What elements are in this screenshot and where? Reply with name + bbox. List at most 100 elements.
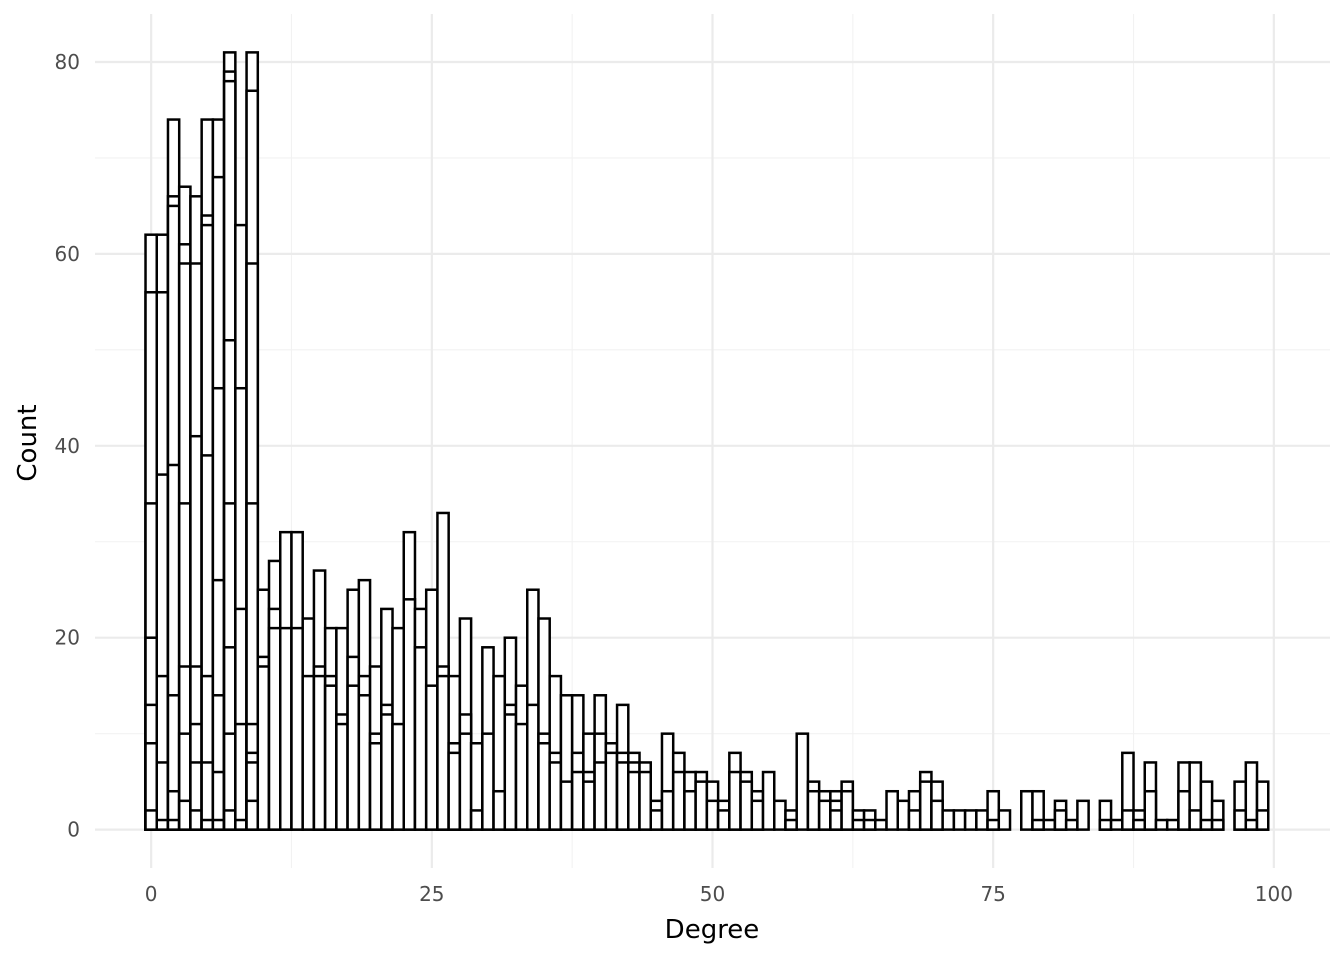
histogram-bar [694, 780, 709, 831]
histogram-bar [851, 818, 866, 831]
histogram-bar [615, 761, 630, 831]
histogram-bar [335, 722, 349, 831]
histogram-bar [683, 789, 697, 831]
histogram-bar [1121, 809, 1135, 831]
histogram-bar [1143, 789, 1158, 831]
histogram-bar [1154, 818, 1169, 831]
histogram-bar [458, 732, 473, 831]
histogram-bar [245, 799, 260, 831]
histogram-bar [570, 770, 585, 831]
histogram-bar [1244, 818, 1259, 831]
x-tick-label: 25 [419, 882, 444, 906]
y-tick-label: 20 [55, 626, 80, 650]
histogram-bar [177, 799, 192, 831]
histogram-bar [1076, 799, 1090, 831]
histogram-bar [234, 722, 248, 831]
histogram-bar [222, 809, 237, 831]
histogram-bar [346, 684, 361, 831]
histogram-bar [862, 818, 877, 831]
histogram-bar [1177, 789, 1191, 831]
y-tick-label: 40 [55, 434, 80, 458]
histogram-bar [1020, 789, 1034, 831]
histogram-bar [705, 799, 720, 831]
histogram-bar [1255, 809, 1270, 831]
histogram-bar [413, 646, 428, 831]
histogram-bar [323, 684, 338, 831]
histogram-bar [660, 789, 675, 831]
histogram-bar [829, 809, 843, 831]
histogram-bar [638, 770, 652, 831]
y-tick-label: 80 [55, 50, 80, 74]
x-tick-label: 100 [1255, 882, 1293, 906]
histogram-bar [312, 674, 327, 831]
histogram-bar [1064, 818, 1079, 831]
histogram-bar [526, 703, 540, 831]
y-tick-label: 0 [67, 818, 80, 842]
histogram-bar [840, 789, 855, 831]
histogram-bar [1031, 818, 1045, 831]
histogram-bar [200, 818, 215, 831]
histogram-bar [716, 809, 731, 831]
histogram-bar [189, 809, 203, 831]
histogram-bar [166, 818, 181, 831]
histogram-bar [1210, 818, 1225, 831]
histogram-bar [503, 713, 518, 831]
histogram-bar [537, 742, 551, 831]
histogram-bar [649, 809, 664, 831]
histogram-bar [492, 789, 507, 831]
x-axis-tick-labels: 0 25 50 75 100 [145, 882, 1293, 906]
histogram-bar [930, 799, 944, 831]
histogram-bar [1199, 818, 1214, 831]
histogram-bar [750, 799, 765, 831]
histogram-bar [941, 809, 956, 831]
histogram-bar [267, 626, 282, 831]
histogram-bar [144, 809, 158, 831]
histogram-bar [963, 809, 978, 831]
histogram-bar [885, 789, 899, 831]
histogram-bar [469, 809, 484, 831]
histogram-bar [436, 674, 450, 831]
histogram-bar [290, 626, 304, 831]
histogram-bar [773, 799, 787, 831]
histogram-bar [256, 665, 271, 831]
histogram-bar [784, 818, 798, 831]
histogram-bar [380, 713, 394, 831]
histogram-bar [1109, 818, 1124, 831]
histogram-bar [447, 751, 462, 831]
histogram-bar [424, 684, 439, 831]
histogram-bar [582, 780, 596, 831]
histogram-bar [402, 598, 417, 831]
histogram-bar [279, 626, 293, 831]
histogram-bar [739, 780, 754, 831]
histogram-bar [671, 770, 686, 831]
histogram-bar [997, 809, 1012, 831]
x-tick-label: 0 [145, 882, 158, 906]
histogram-bar [514, 722, 529, 831]
y-axis-tick-labels: 0 20 40 60 80 [55, 50, 80, 842]
histogram-bar [593, 761, 608, 831]
histogram-bar [155, 818, 170, 831]
x-tick-label: 50 [700, 882, 725, 906]
histogram-bar [1042, 818, 1057, 831]
histogram-bar [896, 799, 911, 831]
histogram-bar [357, 694, 372, 831]
histogram-bar [211, 818, 226, 831]
histogram-bar [481, 732, 495, 831]
histogram-bar [1098, 818, 1113, 831]
histogram-bar [1053, 809, 1068, 831]
x-axis-title: Degree [665, 915, 760, 945]
histogram-bar [806, 789, 821, 831]
histogram-bar [874, 818, 888, 831]
histogram-bar [728, 770, 742, 831]
histogram-bar [1233, 809, 1248, 831]
y-tick-label: 60 [55, 242, 80, 266]
x-tick-label: 75 [980, 882, 1005, 906]
histogram-bar [817, 799, 832, 831]
histogram-bar [548, 761, 563, 831]
histogram-bar [761, 770, 776, 831]
histogram-bar [975, 809, 989, 831]
histogram-bar [907, 809, 922, 831]
histogram-bar [604, 751, 619, 831]
histogram-bar [301, 674, 316, 831]
